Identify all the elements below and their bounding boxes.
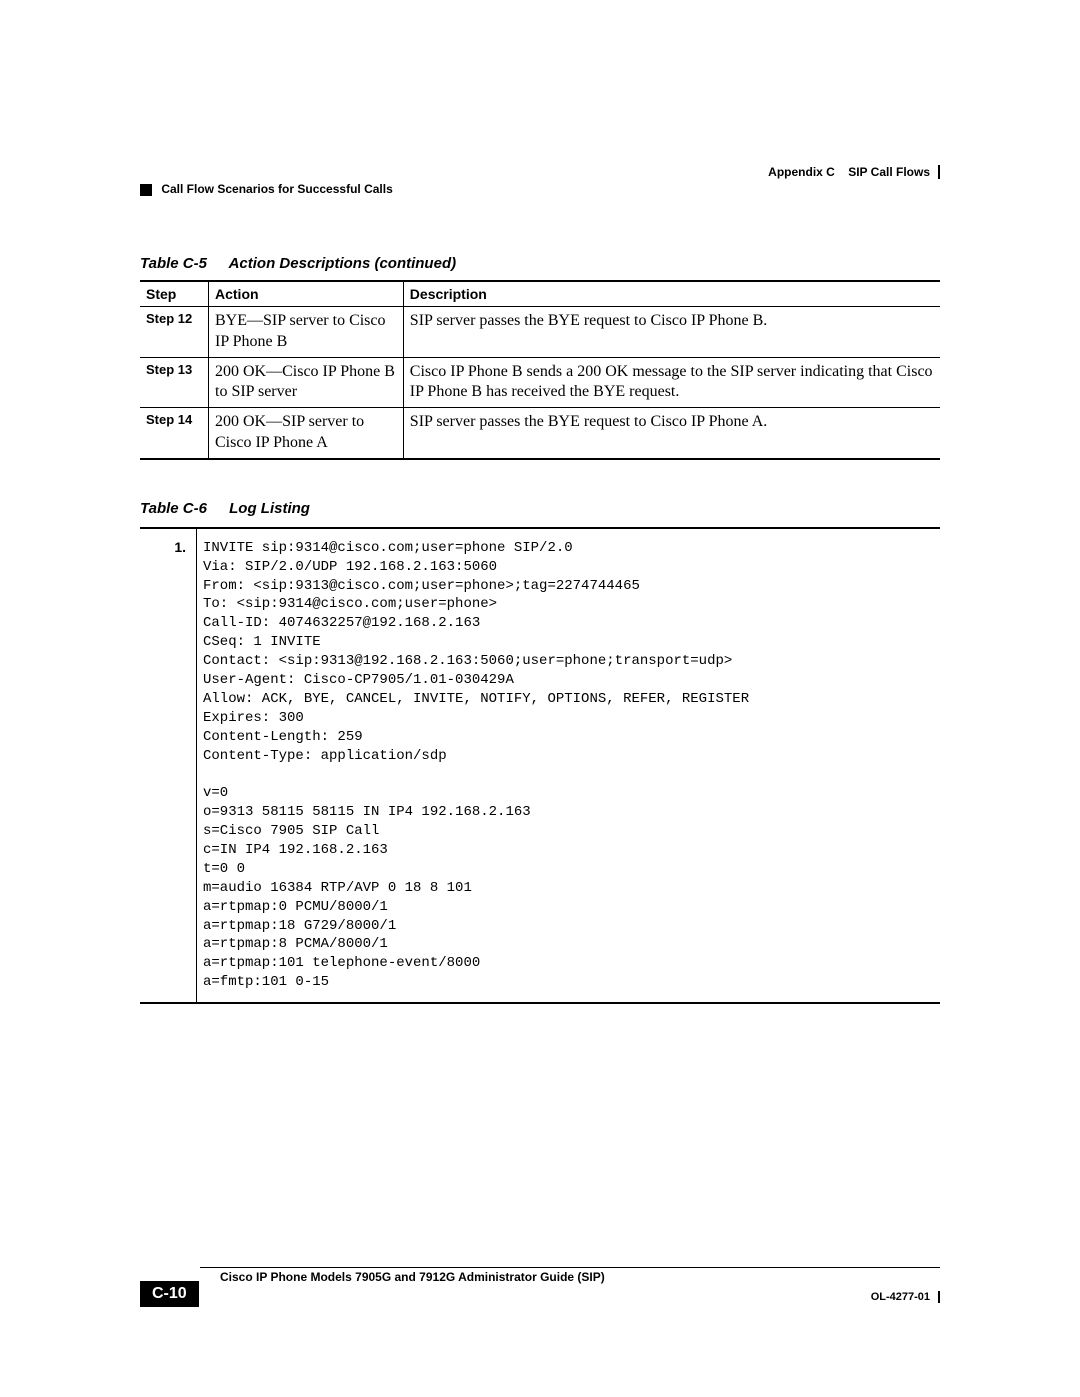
log-entry-number: 1. [140, 528, 197, 1003]
description-cell: Cisco IP Phone B sends a 200 OK message … [403, 357, 940, 408]
section-title: Call Flow Scenarios for Successful Calls [161, 182, 392, 196]
table-row: Step 14 200 OK—SIP server to Cisco IP Ph… [140, 408, 940, 459]
action-table: Step Action Description Step 12 BYE—SIP … [140, 280, 940, 460]
table-c5-caption: Table C-5 Action Descriptions (continued… [140, 255, 940, 272]
page-number: C-10 [140, 1281, 199, 1307]
table-c5-number: Table C-5 [140, 255, 207, 272]
log-row: 1. INVITE sip:9314@cisco.com;user=phone … [140, 528, 940, 1003]
action-cell: 200 OK—SIP server to Cisco IP Phone A [209, 408, 404, 459]
header-bullet-icon [140, 184, 152, 196]
chapter-title: SIP Call Flows [848, 165, 930, 179]
table-c6-number: Table C-6 [140, 500, 207, 517]
step-cell: Step 13 [140, 357, 209, 408]
table-c6-caption: Table C-6 Log Listing [140, 500, 940, 517]
page-footer: Cisco IP Phone Models 7905G and 7912G Ad… [140, 1267, 940, 1307]
step-cell: Step 14 [140, 408, 209, 459]
action-cell: 200 OK—Cisco IP Phone B to SIP server [209, 357, 404, 408]
log-entry-text: INVITE sip:9314@cisco.com;user=phone SIP… [197, 528, 941, 1003]
running-header-right: Appendix C SIP Call Flows [768, 165, 940, 179]
description-cell: SIP server passes the BYE request to Cis… [403, 408, 940, 459]
step-cell: Step 12 [140, 307, 209, 358]
table-header-row: Step Action Description [140, 281, 940, 307]
description-cell: SIP server passes the BYE request to Cis… [403, 307, 940, 358]
appendix-label: Appendix C [768, 165, 835, 179]
running-header-left: Call Flow Scenarios for Successful Calls [140, 182, 393, 196]
table-row: Step 12 BYE—SIP server to Cisco IP Phone… [140, 307, 940, 358]
footer-rule [200, 1267, 940, 1268]
action-cell: BYE—SIP server to Cisco IP Phone B [209, 307, 404, 358]
doc-id: OL-4277-01 [871, 1291, 940, 1303]
footer-doc-title: Cisco IP Phone Models 7905G and 7912G Ad… [220, 1270, 940, 1284]
page: Appendix C SIP Call Flows Call Flow Scen… [0, 0, 1080, 1397]
col-description: Description [403, 281, 940, 307]
table-row: Step 13 200 OK—Cisco IP Phone B to SIP s… [140, 357, 940, 408]
col-step: Step [140, 281, 209, 307]
table-c5-title: Action Descriptions (continued) [229, 255, 457, 272]
log-table: 1. INVITE sip:9314@cisco.com;user=phone … [140, 527, 940, 1004]
table-c6-title: Log Listing [229, 500, 310, 517]
col-action: Action [209, 281, 404, 307]
